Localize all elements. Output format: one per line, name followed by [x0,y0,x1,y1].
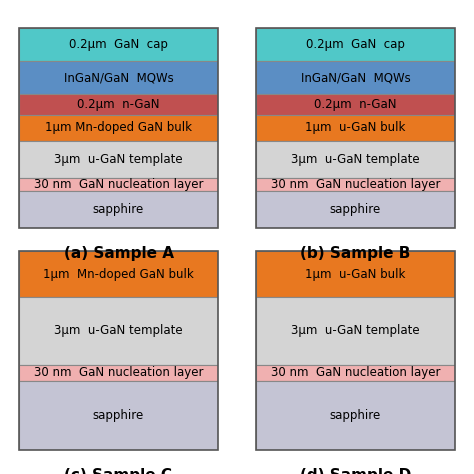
Bar [19,94,218,115]
Text: 3μm  u-GaN template: 3μm u-GaN template [54,324,183,337]
Bar [256,365,455,382]
Bar [256,251,455,297]
Text: InGaN/GaN  MQWs: InGaN/GaN MQWs [64,71,173,84]
Text: (a) Sample A: (a) Sample A [64,246,173,261]
Bar [256,28,455,61]
Text: 1μm  Mn-doped GaN bulk: 1μm Mn-doped GaN bulk [43,268,194,281]
Text: 30 nm  GaN nucleation layer: 30 nm GaN nucleation layer [271,178,440,191]
Text: 1μm  u-GaN bulk: 1μm u-GaN bulk [305,268,406,281]
Bar [19,382,218,450]
Text: 30 nm  GaN nucleation layer: 30 nm GaN nucleation layer [271,366,440,380]
Text: sapphire: sapphire [330,203,381,216]
Text: InGaN/GaN  MQWs: InGaN/GaN MQWs [301,71,410,84]
Bar [256,115,455,141]
Bar [19,365,218,382]
Bar [256,191,455,228]
Bar [256,141,455,178]
Bar [19,115,218,141]
Bar [19,178,218,191]
Bar [19,141,218,178]
Bar [256,178,455,191]
Text: 3μm  u-GaN template: 3μm u-GaN template [54,153,183,166]
Text: 0.2μm  n-GaN: 0.2μm n-GaN [314,98,397,111]
Text: (c) Sample C: (c) Sample C [64,468,173,474]
Bar [19,297,218,365]
Text: 0.2μm  n-GaN: 0.2μm n-GaN [77,98,160,111]
Bar [19,251,218,297]
Text: 30 nm  GaN nucleation layer: 30 nm GaN nucleation layer [34,366,203,380]
Bar [19,28,218,61]
Text: 30 nm  GaN nucleation layer: 30 nm GaN nucleation layer [34,178,203,191]
Text: 0.2μm  GaN  cap: 0.2μm GaN cap [69,38,168,51]
Text: sapphire: sapphire [93,410,144,422]
Text: 0.2μm  GaN  cap: 0.2μm GaN cap [306,38,405,51]
Bar [256,297,455,365]
Bar [19,191,218,228]
Text: (d) Sample D: (d) Sample D [300,468,411,474]
Text: sapphire: sapphire [330,410,381,422]
Text: 3μm  u-GaN template: 3μm u-GaN template [291,324,420,337]
Text: (b) Sample B: (b) Sample B [301,246,410,261]
Bar [19,61,218,94]
Text: 1μm Mn-doped GaN bulk: 1μm Mn-doped GaN bulk [45,121,192,135]
Bar [256,61,455,94]
Bar [256,94,455,115]
Text: 3μm  u-GaN template: 3μm u-GaN template [291,153,420,166]
Text: 1μm  u-GaN bulk: 1μm u-GaN bulk [305,121,406,135]
Bar [256,382,455,450]
Text: sapphire: sapphire [93,203,144,216]
